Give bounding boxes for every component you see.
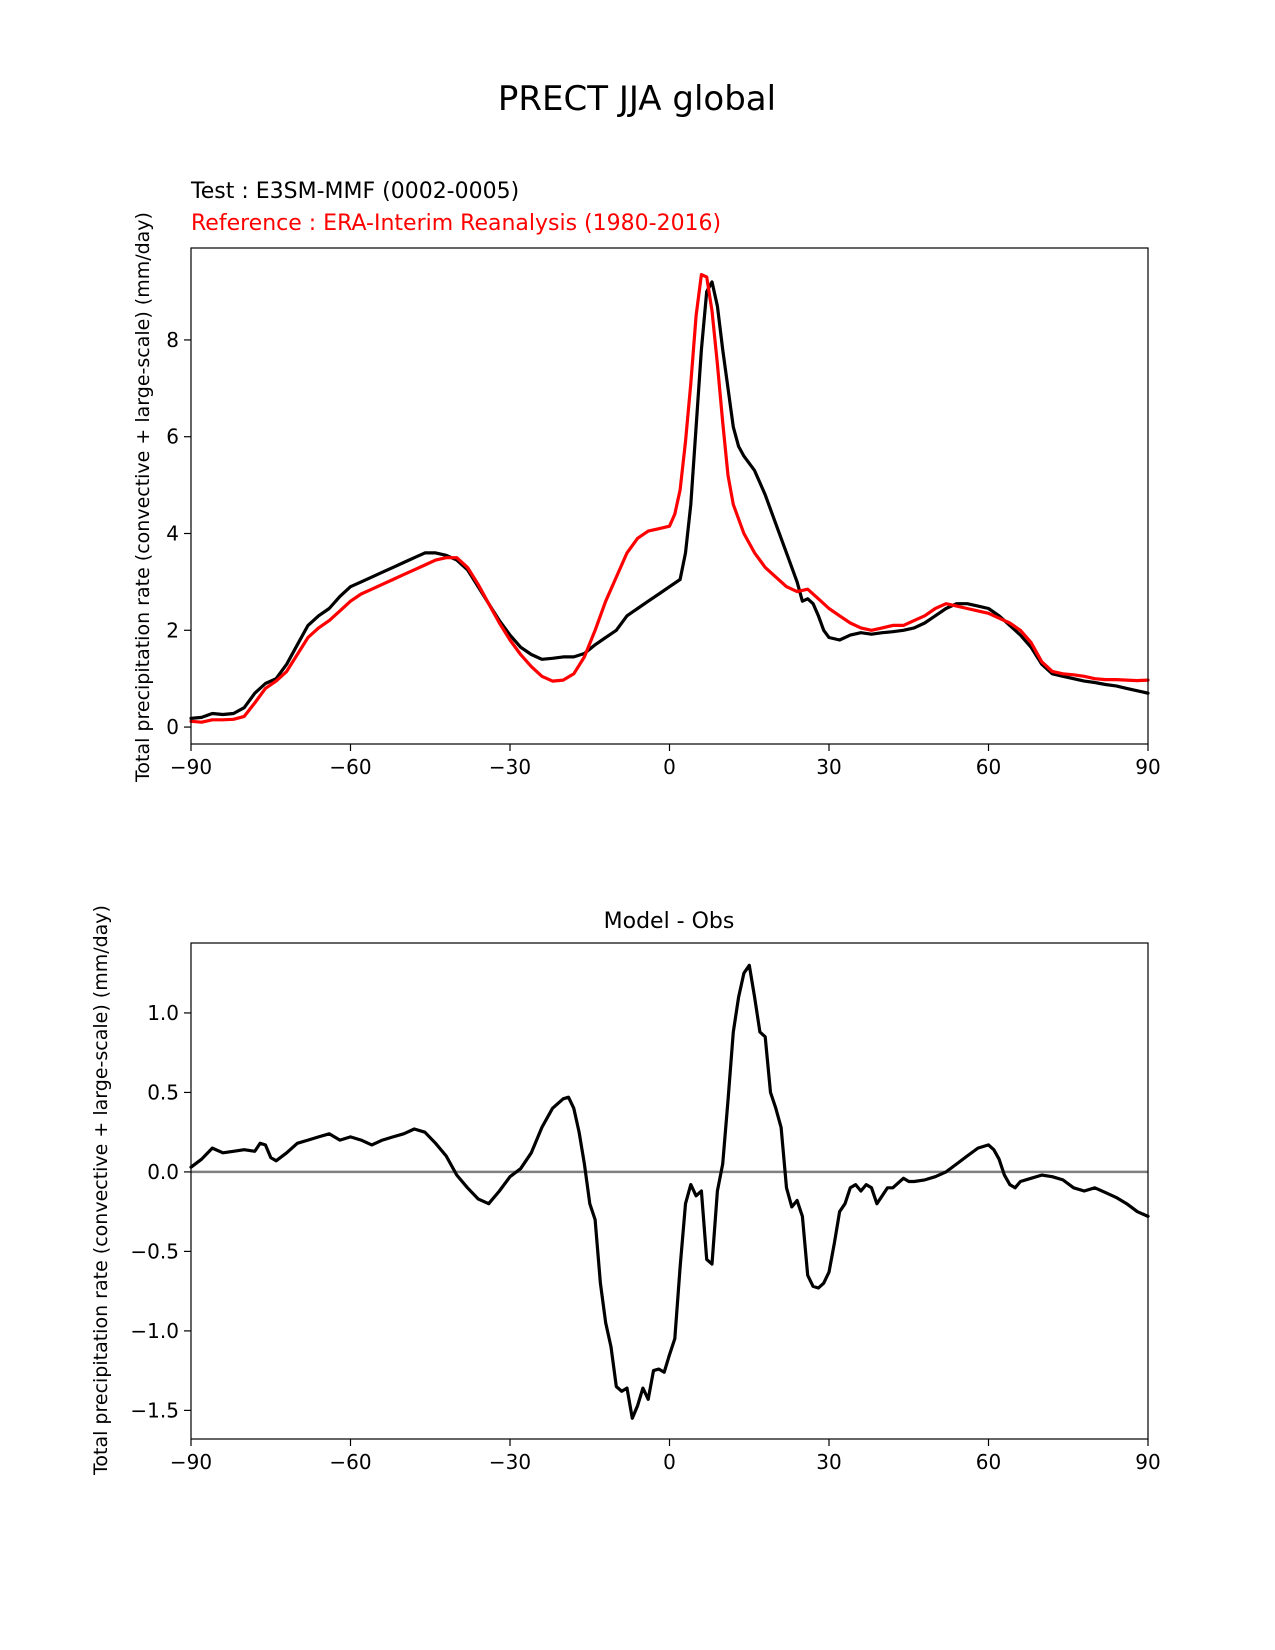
bottom-series xyxy=(189,963,1150,1420)
x-tick-label: 0 xyxy=(663,755,676,779)
x-tick-label: 30 xyxy=(816,755,841,779)
top-plot-frame xyxy=(190,247,1149,745)
bottom-y-axis-label: Total precipitation rate (convective + l… xyxy=(90,905,112,1476)
test-label: Test : E3SM-MMF (0002-0005) xyxy=(190,179,519,204)
y-tick-label: −1.5 xyxy=(130,1398,179,1422)
top-axis-ticks: −90 −60 −30 0 30 60 90 0 2 4 6 8 xyxy=(166,328,1160,779)
bottom-axis-ticks: −90 −60 −30 0 30 60 90 −1.5 −1.0 −0.5 0.0 0.5 1.0 xyxy=(130,1001,1160,1474)
x-tick-label: −90 xyxy=(170,1450,212,1474)
y-tick-label: 0 xyxy=(166,715,179,739)
x-tick-label: 90 xyxy=(1135,755,1160,779)
bottom-plot-title: Model - Obs xyxy=(604,909,735,934)
x-tick-label: −30 xyxy=(489,755,531,779)
x-tick-label: −90 xyxy=(170,755,212,779)
y-tick-label: −1.0 xyxy=(130,1319,179,1343)
y-tick-label: 0.5 xyxy=(147,1080,179,1104)
top-series xyxy=(189,273,1150,724)
y-tick-label: 4 xyxy=(166,522,179,546)
y-tick-label: 6 xyxy=(166,425,179,449)
x-tick-label: −60 xyxy=(329,755,371,779)
series-line-test xyxy=(189,280,1150,721)
x-tick-label: 60 xyxy=(976,755,1001,779)
reference-label: Reference : ERA-Interim Reanalysis (1980… xyxy=(191,211,721,236)
top-plot: Test : E3SM-MMF (0002-0005) Reference : … xyxy=(132,179,1161,783)
y-tick-label: −0.5 xyxy=(130,1239,179,1263)
y-tick-label: 0.0 xyxy=(147,1160,179,1184)
y-tick-label: 2 xyxy=(166,618,179,642)
x-tick-label: 90 xyxy=(1135,1450,1160,1474)
x-tick-label: 0 xyxy=(663,1450,676,1474)
series-line-model-minus-obs xyxy=(189,963,1150,1420)
x-tick-label: −60 xyxy=(329,1450,371,1474)
x-tick-label: 60 xyxy=(976,1450,1001,1474)
top-y-axis-label: Total precipitation rate (convective + l… xyxy=(132,212,154,783)
bottom-plot: Model - Obs Total precipitation rate (co… xyxy=(90,905,1161,1476)
figure-title: PRECT JJA global xyxy=(498,79,776,119)
series-line-reference xyxy=(189,273,1150,724)
bottom-plot-frame xyxy=(190,942,1149,1440)
x-tick-label: 30 xyxy=(816,1450,841,1474)
y-tick-label: 8 xyxy=(166,328,179,352)
y-tick-label: 1.0 xyxy=(147,1001,179,1025)
x-tick-label: −30 xyxy=(489,1450,531,1474)
